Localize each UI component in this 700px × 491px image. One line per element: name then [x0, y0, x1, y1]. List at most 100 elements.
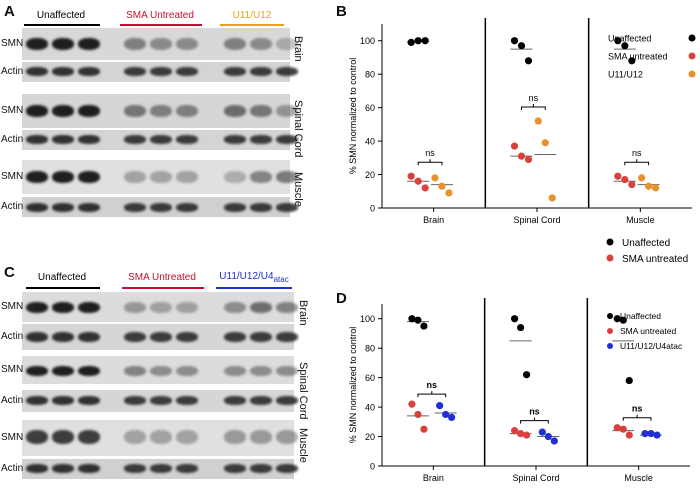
blot-band — [224, 464, 246, 473]
blot-band — [224, 332, 246, 342]
blot-band — [150, 366, 172, 376]
blot-band — [78, 135, 100, 144]
y-tick-label: 100 — [360, 314, 375, 324]
data-point — [431, 174, 439, 182]
blot-band — [124, 302, 146, 313]
data-point — [613, 424, 621, 432]
blot-band — [52, 464, 74, 473]
blot-row-label: Actin — [1, 201, 24, 212]
data-point — [534, 117, 542, 125]
blot-band — [78, 67, 100, 76]
blot-row-label: Actin — [1, 134, 24, 145]
data-point — [421, 184, 429, 192]
data-point — [638, 174, 646, 182]
blot-band — [150, 430, 172, 444]
blot-c-group-u11-u4atac-label: U11/U12/U4 — [219, 271, 274, 282]
data-point — [414, 177, 422, 185]
blot-band — [78, 332, 100, 342]
x-tick-label: Spinal Cord — [512, 473, 559, 483]
significance-bracket — [520, 420, 549, 424]
legend-d-top-unaffected-label: Unaffected — [622, 238, 670, 249]
blot-band — [124, 135, 146, 144]
data-point — [407, 38, 415, 46]
blot-band — [26, 302, 48, 313]
significance-label: ns — [529, 407, 540, 417]
blot-band — [224, 302, 246, 313]
blot-band — [52, 135, 74, 144]
blot-band — [224, 430, 246, 444]
panel-a-letter: A — [4, 3, 15, 20]
blot-band — [150, 332, 172, 342]
blot-band — [250, 464, 272, 473]
blot-band — [26, 366, 48, 376]
blot-band — [276, 332, 298, 342]
blot-band — [276, 38, 298, 50]
blot-band — [150, 396, 172, 405]
data-point — [414, 410, 422, 419]
significance-bracket — [624, 161, 650, 166]
legend-label: U11/U12 — [608, 70, 643, 80]
blot-band — [26, 171, 48, 183]
blot-band — [224, 396, 246, 405]
blot-band — [78, 38, 100, 50]
blot-c-tissue-brain: Brain — [297, 300, 309, 326]
blot-band — [124, 332, 146, 342]
blot-band — [250, 430, 272, 444]
significance-bracket — [521, 106, 546, 111]
blot-band — [276, 430, 298, 444]
data-point — [421, 37, 429, 45]
blot-row-label: Actin — [1, 66, 24, 77]
blot-band — [224, 366, 246, 376]
data-point — [541, 139, 549, 147]
blot-a-group-u11-line — [220, 24, 284, 26]
blot-band — [176, 332, 198, 342]
significance-label: ns — [632, 148, 642, 158]
blot-row-label: Actin — [1, 395, 24, 406]
data-point — [621, 42, 629, 50]
panel-b-letter: B — [336, 3, 347, 20]
blot-band — [124, 105, 146, 117]
panel-d-letter: D — [336, 290, 347, 307]
blot-band — [150, 38, 172, 50]
y-tick-label: 60 — [365, 103, 375, 113]
legend-label: SMA untreated — [608, 52, 668, 62]
chart-b: 0 20 40 60 80 100 % SMN normalized to control B… — [348, 18, 696, 225]
data-point — [511, 427, 519, 435]
blot-row-label: SMN — [1, 38, 24, 49]
data-point — [621, 175, 629, 184]
blot-band — [250, 135, 272, 144]
legend-label: SMA untreated — [620, 326, 677, 336]
blot-c-group-u11-u4atac-line — [216, 287, 292, 289]
blot-a-tissue-brain: Brain — [292, 36, 304, 62]
blot-band — [276, 105, 298, 117]
y-axis-label: % SMN normalized to control — [348, 327, 358, 444]
blot-c-group-unaffected: Unaffected — [37, 272, 87, 283]
data-point — [625, 431, 633, 439]
data-point — [641, 430, 649, 438]
y-tick-label: 60 — [365, 373, 375, 383]
data-point — [523, 431, 531, 439]
blot-band — [78, 366, 100, 376]
blot-band — [150, 135, 172, 144]
blot-band — [78, 430, 100, 444]
blot-band — [276, 67, 298, 76]
x-tick-label: Brain — [423, 473, 444, 483]
data-point — [445, 189, 453, 197]
blot-band — [78, 464, 100, 473]
blot-c-tissue-muscle: Muscle — [297, 428, 309, 463]
data-point — [420, 425, 428, 433]
blot-band — [26, 396, 48, 405]
blot-band — [124, 430, 146, 444]
data-point — [548, 194, 556, 202]
data-point — [510, 142, 519, 150]
blot-band — [26, 332, 48, 342]
data-point — [517, 323, 525, 332]
blot-band — [176, 464, 198, 473]
y-tick-label: 40 — [365, 403, 375, 413]
blot-c-group-sma: SMA Untreated — [128, 272, 196, 283]
blot-c-group-sma-line — [122, 287, 204, 289]
blot-band — [250, 396, 272, 405]
blot-band — [250, 366, 272, 376]
blot-band — [78, 105, 100, 117]
data-point — [408, 315, 416, 323]
